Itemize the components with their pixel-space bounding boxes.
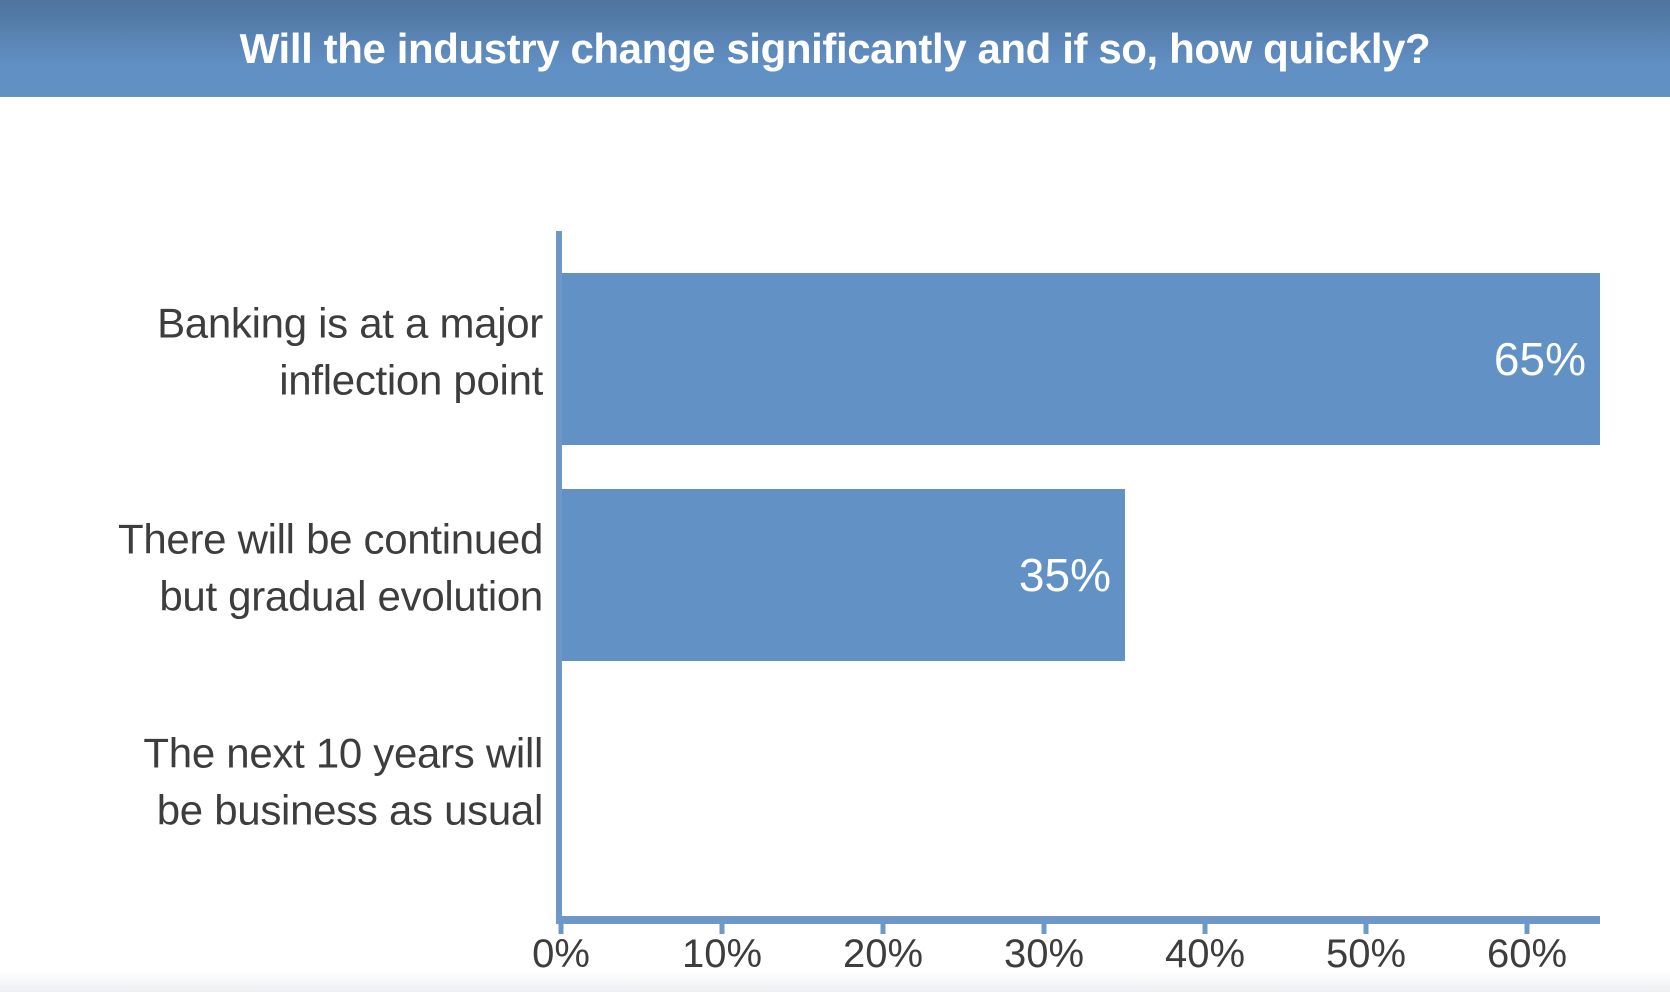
category-label-business-as-usual: The next 10 years will be business as us… (23, 725, 543, 838)
bar-inflection-point: 65% (562, 273, 1600, 445)
x-axis-tick (1202, 924, 1208, 934)
x-axis-tick (880, 924, 886, 934)
x-axis-tick-label: 0% (532, 932, 590, 976)
x-axis-tick (1524, 924, 1530, 934)
category-label-line: Banking is at a major (157, 299, 543, 347)
x-axis-tick-label: 40% (1164, 932, 1246, 976)
category-label-line: The next 10 years will (143, 729, 543, 777)
category-label-line: be business as usual (156, 786, 544, 833)
bar-value-label: 65% (1493, 333, 1586, 385)
category-label-line: inflection point (279, 356, 543, 403)
x-axis-tick-label: 50% (1325, 932, 1407, 976)
bar-gradual-evolution: 35% (562, 489, 1125, 661)
category-label-inflection-point: Banking is at a major inflection point (23, 295, 543, 408)
category-label-gradual-evolution: There will be continued but gradual evol… (23, 511, 543, 624)
category-label-line: There will be continued (117, 515, 543, 563)
x-axis-tick-label: 20% (842, 932, 924, 976)
x-axis-tick-label: 30% (1003, 932, 1085, 976)
x-axis-tick (1041, 924, 1047, 934)
chart-title: Will the industry change significantly a… (239, 24, 1431, 72)
x-axis-tick (1363, 924, 1369, 934)
y-axis-line (556, 231, 562, 924)
bar-value-label: 35% (1018, 549, 1111, 601)
category-label-line: but gradual evolution (159, 572, 543, 619)
plot-area: 65% 35% 0% 10% 20% 30% 40% 50% 60% (532, 231, 1600, 976)
x-axis-tick (558, 924, 564, 934)
x-axis-tick-label: 10% (681, 932, 763, 976)
x-axis-tick-label: 60% (1486, 932, 1568, 976)
bottom-edge-shadow (0, 972, 1670, 992)
chart-title-bar: Will the industry change significantly a… (0, 0, 1670, 97)
x-axis-line (556, 916, 1600, 924)
x-axis-tick (719, 924, 725, 934)
